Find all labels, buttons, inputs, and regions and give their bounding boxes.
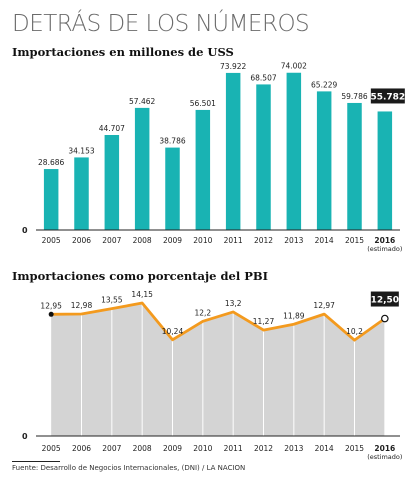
bar-value-label: 57.462 [129,97,155,106]
bar-value-label: 28.686 [38,158,64,167]
bar-2016 [377,111,393,230]
highlight-label-box [370,291,399,307]
bar-2007 [104,134,120,230]
bar-2010 [195,109,211,230]
highlight-label-box [370,88,405,104]
point-value-label: 13,2 [225,299,242,308]
series-line [51,301,386,342]
bar-value-label: 73.922 [220,62,246,71]
bar-value-label: 44.707 [99,124,125,133]
bar-2014 [316,91,332,231]
x-tick-label: 2006 [72,444,91,453]
point-value-label: 10,24 [162,327,184,336]
point-value-label: 12,95 [40,301,62,310]
x-tick-label: 2016 [374,444,395,453]
bar-2015 [347,102,362,230]
y-tick-label: 0 [22,432,28,441]
bar-2009 [165,147,180,230]
x-tick-label: 2008 [133,236,152,245]
x-tick-label: 2010 [193,236,212,245]
point-value-label: 10,2 [346,327,363,336]
area-fill [51,303,385,436]
x-tick-label: 2012 [254,444,273,453]
point-value-label: 12,97 [313,301,335,310]
x-tick-label: 2007 [102,236,121,245]
x-tick-label: 2006 [72,236,91,245]
x-tick-note: (estimado) [367,453,402,461]
point-value-label: 11,27 [253,317,275,326]
x-tick-label: 2013 [284,444,303,453]
bar-value-label: 59.786 [341,92,367,101]
x-tick-label: 2008 [133,444,152,453]
bar-2013 [286,72,302,230]
x-tick-label: 2005 [42,444,61,453]
bar-2006 [74,157,89,230]
bar-2011 [225,72,241,231]
point-value-label: 11,89 [283,311,305,320]
bar-2005 [43,169,59,230]
bar-chart-title: Importaciones en millones de USS [12,45,234,59]
end-point [381,314,389,323]
x-tick-label: 2013 [284,236,303,245]
x-tick-label: 2009 [163,236,182,245]
bar-value-label: 56.501 [190,99,216,108]
x-tick-note: (estimado) [367,245,402,253]
bar-value-label: 55.782 [370,92,405,102]
x-tick-label: 2012 [254,236,273,245]
x-tick-label: 2015 [345,444,364,453]
point-value-label: 12,2 [194,308,211,317]
point-value-label: 14,15 [131,290,153,299]
bar-value-label: 74.002 [281,62,307,71]
x-tick-label: 2014 [315,236,334,245]
point-value-label: 12,50 [371,296,399,306]
x-tick-label: 2011 [224,236,243,245]
bar-2012 [256,84,271,230]
bar-value-label: 38.786 [159,137,185,146]
x-tick-label: 2015 [345,236,364,245]
x-tick-label: 2009 [163,444,182,453]
x-tick-label: 2010 [193,444,212,453]
bar-value-label: 68.507 [250,73,276,82]
x-tick-label: 2014 [315,444,334,453]
page-title: DETRÁS DE LOS NÚMEROS [12,11,310,37]
point-value-label: 13,55 [101,296,123,305]
bar-value-label: 65.229 [311,80,337,89]
source-note: Fuente: Desarrollo de Negocios Internaci… [12,464,246,472]
bar-2008 [134,107,150,230]
area-chart-title: Importaciones como porcentaje del PBI [12,269,268,283]
bar-value-label: 34.153 [68,146,94,155]
source-divider [12,461,60,462]
x-tick-label: 2005 [42,236,61,245]
x-tick-label: 2007 [102,444,121,453]
point-value-label: 12,98 [71,301,93,310]
y-tick-label: 0 [22,226,28,235]
start-point [48,311,54,317]
x-tick-label: 2011 [224,444,243,453]
x-tick-label: 2016 [374,236,395,245]
